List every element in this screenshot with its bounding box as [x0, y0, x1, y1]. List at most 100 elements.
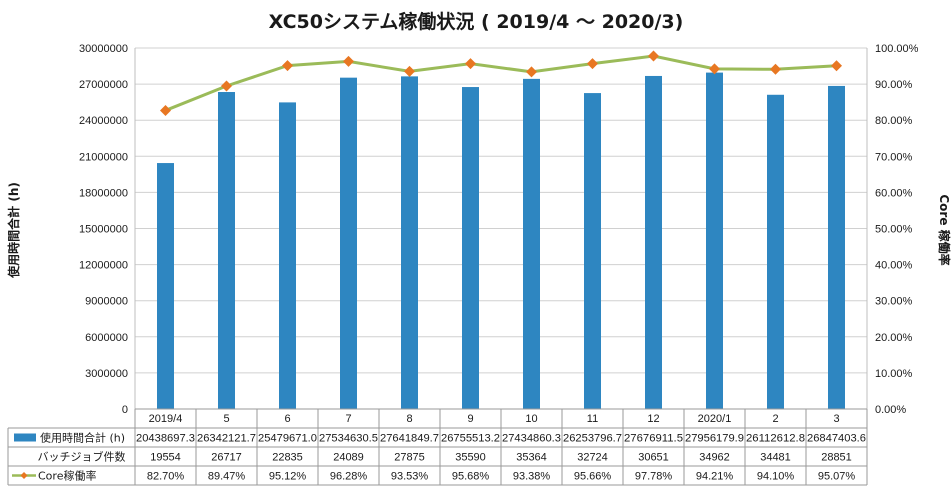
y-right-tick-label: 60.00%	[875, 187, 913, 199]
line-point	[465, 58, 476, 70]
line-point	[526, 66, 537, 78]
y-axis-left-title: 使用時間合計 (h)	[6, 182, 21, 279]
x-tick-label: 12	[647, 413, 659, 425]
table-cell: 94.10%	[757, 471, 795, 483]
gridlines	[134, 47, 868, 410]
bar	[340, 77, 357, 409]
y-left-tick-label: 18000000	[79, 187, 128, 199]
line-point	[221, 80, 232, 92]
table-cell: 97.78%	[635, 471, 673, 483]
table-cell: 93.38%	[513, 471, 551, 483]
bar	[584, 93, 601, 409]
x-tick-label: 8	[406, 413, 412, 425]
y-left-tick-label: 24000000	[79, 115, 128, 127]
line-point	[160, 104, 171, 116]
y-right-tick-label: 30.00%	[875, 296, 913, 308]
line-point	[343, 55, 354, 67]
y-left-tick-label: 0	[122, 404, 128, 416]
chart-title: XC50システム稼働状況 ( 2019/4 ～ 2020/3)	[269, 10, 684, 33]
bar	[462, 87, 479, 409]
legend-label: 使用時間合計 (h)	[40, 431, 125, 445]
y-left-tick-label: 9000000	[85, 296, 128, 308]
y-right-tick-label: 90.00%	[875, 79, 913, 91]
table-cell: 95.66%	[574, 471, 612, 483]
bar-series	[157, 72, 845, 410]
data-table: 2019/4 5 6 7 8 9 10 11 12 2020/1 2 3 使用時間合計 (h) 20438…	[7, 408, 868, 486]
y-right-tick-label: 100.00%	[875, 43, 919, 55]
table-cell: 28851	[821, 452, 852, 464]
x-tick-label: 2	[772, 413, 778, 425]
y-axis-right-title: Core 稼働率	[937, 194, 952, 265]
table-cell: 95.12%	[269, 471, 307, 483]
table-cell: 26342121.7	[197, 433, 256, 445]
table-cell: 26717	[211, 452, 242, 464]
y-axis-right: 0.00% 10.00% 20.00% 30.00% 40.00% 50.00% 60.00…	[875, 43, 919, 416]
bar	[279, 102, 296, 409]
table-cell: 35590	[455, 452, 486, 464]
x-tick-label: 2020/1	[698, 413, 732, 425]
x-tick-label: 7	[345, 413, 351, 425]
table-cell: 96.28%	[330, 471, 368, 483]
table-cell: 30651	[638, 452, 669, 464]
table-cell: 95.07%	[818, 471, 856, 483]
table-cell: 95.68%	[452, 471, 490, 483]
table-cell: 26112612.8	[746, 433, 805, 445]
series-line	[164, 54, 837, 112]
table-cell: 27956179.9	[685, 433, 744, 445]
y-left-tick-label: 12000000	[79, 260, 128, 272]
x-tick-label: 3	[833, 413, 839, 425]
y-right-tick-label: 10.00%	[875, 368, 913, 380]
table-cell: 35364	[516, 452, 547, 464]
line-point	[587, 58, 598, 70]
line-point	[282, 60, 293, 72]
table-cell: 19554	[150, 452, 181, 464]
line-series	[160, 50, 842, 116]
table-cell: 82.70%	[147, 471, 185, 483]
table-cell: 94.21%	[696, 471, 734, 483]
x-tick-label: 11	[587, 413, 598, 425]
table-cell: 27641849.7	[380, 433, 439, 445]
y-axis-left: 0 3000000 6000000 9000000 12000000 15000000 18…	[79, 43, 128, 416]
y-left-tick-label: 21000000	[79, 151, 128, 163]
table-cell: 27534630.5	[319, 433, 378, 445]
bar	[401, 76, 418, 410]
bar	[767, 94, 784, 409]
x-tick-label: 5	[223, 413, 229, 425]
y-left-tick-label: 3000000	[85, 368, 128, 380]
bar	[645, 75, 662, 409]
x-tick-label: 6	[284, 413, 290, 425]
y-left-tick-label: 30000000	[79, 43, 128, 55]
line-point	[709, 63, 720, 75]
bar	[218, 92, 235, 409]
table-cell: 22835	[272, 452, 303, 464]
legend-label: バッチジョブ件数	[38, 450, 126, 464]
y-right-tick-label: 0.00%	[875, 404, 906, 416]
y-left-tick-label: 15000000	[79, 224, 128, 236]
y-left-tick-label: 6000000	[85, 332, 128, 344]
table-cell: 20438697.3	[136, 433, 195, 445]
bar	[828, 85, 845, 409]
table-cell: 34481	[760, 452, 791, 464]
table-cell: 27434860.3	[502, 433, 561, 445]
table-cell: 27875	[394, 452, 425, 464]
table-cell: 25479671.0	[258, 433, 317, 445]
x-tick-label: 10	[525, 413, 537, 425]
table-cell: 27676911.5	[624, 433, 683, 445]
legend-label: Core稼働率	[38, 469, 96, 483]
legend-key-marker	[20, 472, 28, 479]
x-tick-label: 9	[467, 413, 473, 425]
legend-key-bar	[14, 433, 36, 442]
y-right-tick-label: 20.00%	[875, 332, 913, 344]
line-point	[648, 50, 659, 62]
bar	[157, 163, 174, 409]
table-cell: 34962	[699, 452, 730, 464]
line-point	[831, 60, 842, 72]
table-cell: 26847403.6	[807, 433, 866, 445]
bar	[706, 72, 723, 410]
table-cell: 24089	[333, 452, 364, 464]
y-left-tick-label: 27000000	[79, 79, 128, 91]
x-tick-label: 2019/4	[149, 413, 183, 425]
table-cell: 32724	[577, 452, 608, 464]
line-point	[770, 63, 781, 75]
